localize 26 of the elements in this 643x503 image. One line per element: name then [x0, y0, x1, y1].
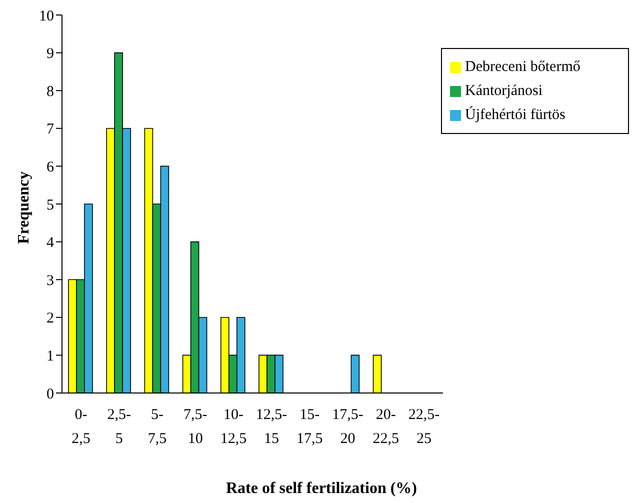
y-tick-label: 9 — [46, 46, 54, 62]
x-tick-label: 7,5-10 — [183, 407, 208, 447]
y-tick-label: 5 — [46, 197, 54, 214]
legend-label: Kántorjánosi — [465, 83, 542, 99]
x-tick-label: 17,5-20 — [332, 407, 364, 447]
x-tick-label: 15-17,5 — [296, 407, 323, 447]
x-tick-label: 12,5-15 — [256, 407, 288, 447]
y-tick-label: 6 — [46, 160, 54, 176]
y-tick-label: 8 — [46, 84, 54, 100]
y-tick-label: 7 — [46, 122, 54, 138]
y-tick-label: 3 — [46, 272, 54, 289]
x-tick-label: 22,5-25 — [408, 407, 440, 447]
y-tick-label: 1 — [46, 348, 54, 365]
x-tick-label: 10-12,5 — [220, 407, 247, 447]
y-tick-label: 2 — [46, 310, 54, 327]
x-tick-label: 0-2,5 — [72, 407, 90, 447]
legend-label: Újfehértói fürtös — [465, 107, 566, 123]
y-tick-label: 4 — [46, 235, 54, 252]
x-tick-label: 2,5-5 — [107, 407, 132, 447]
x-tick-label: 5-7,5 — [148, 407, 167, 447]
x-tick-label: 20-22,5 — [372, 407, 399, 447]
y-axis-title: Frequency — [16, 171, 33, 244]
y-tick-label: 0 — [46, 386, 54, 402]
y-tick-label: 10 — [39, 8, 54, 24]
legend-label: Debreceni bőtermő — [465, 59, 580, 75]
x-axis-title: Rate of self fertilization (%) — [224, 480, 418, 498]
